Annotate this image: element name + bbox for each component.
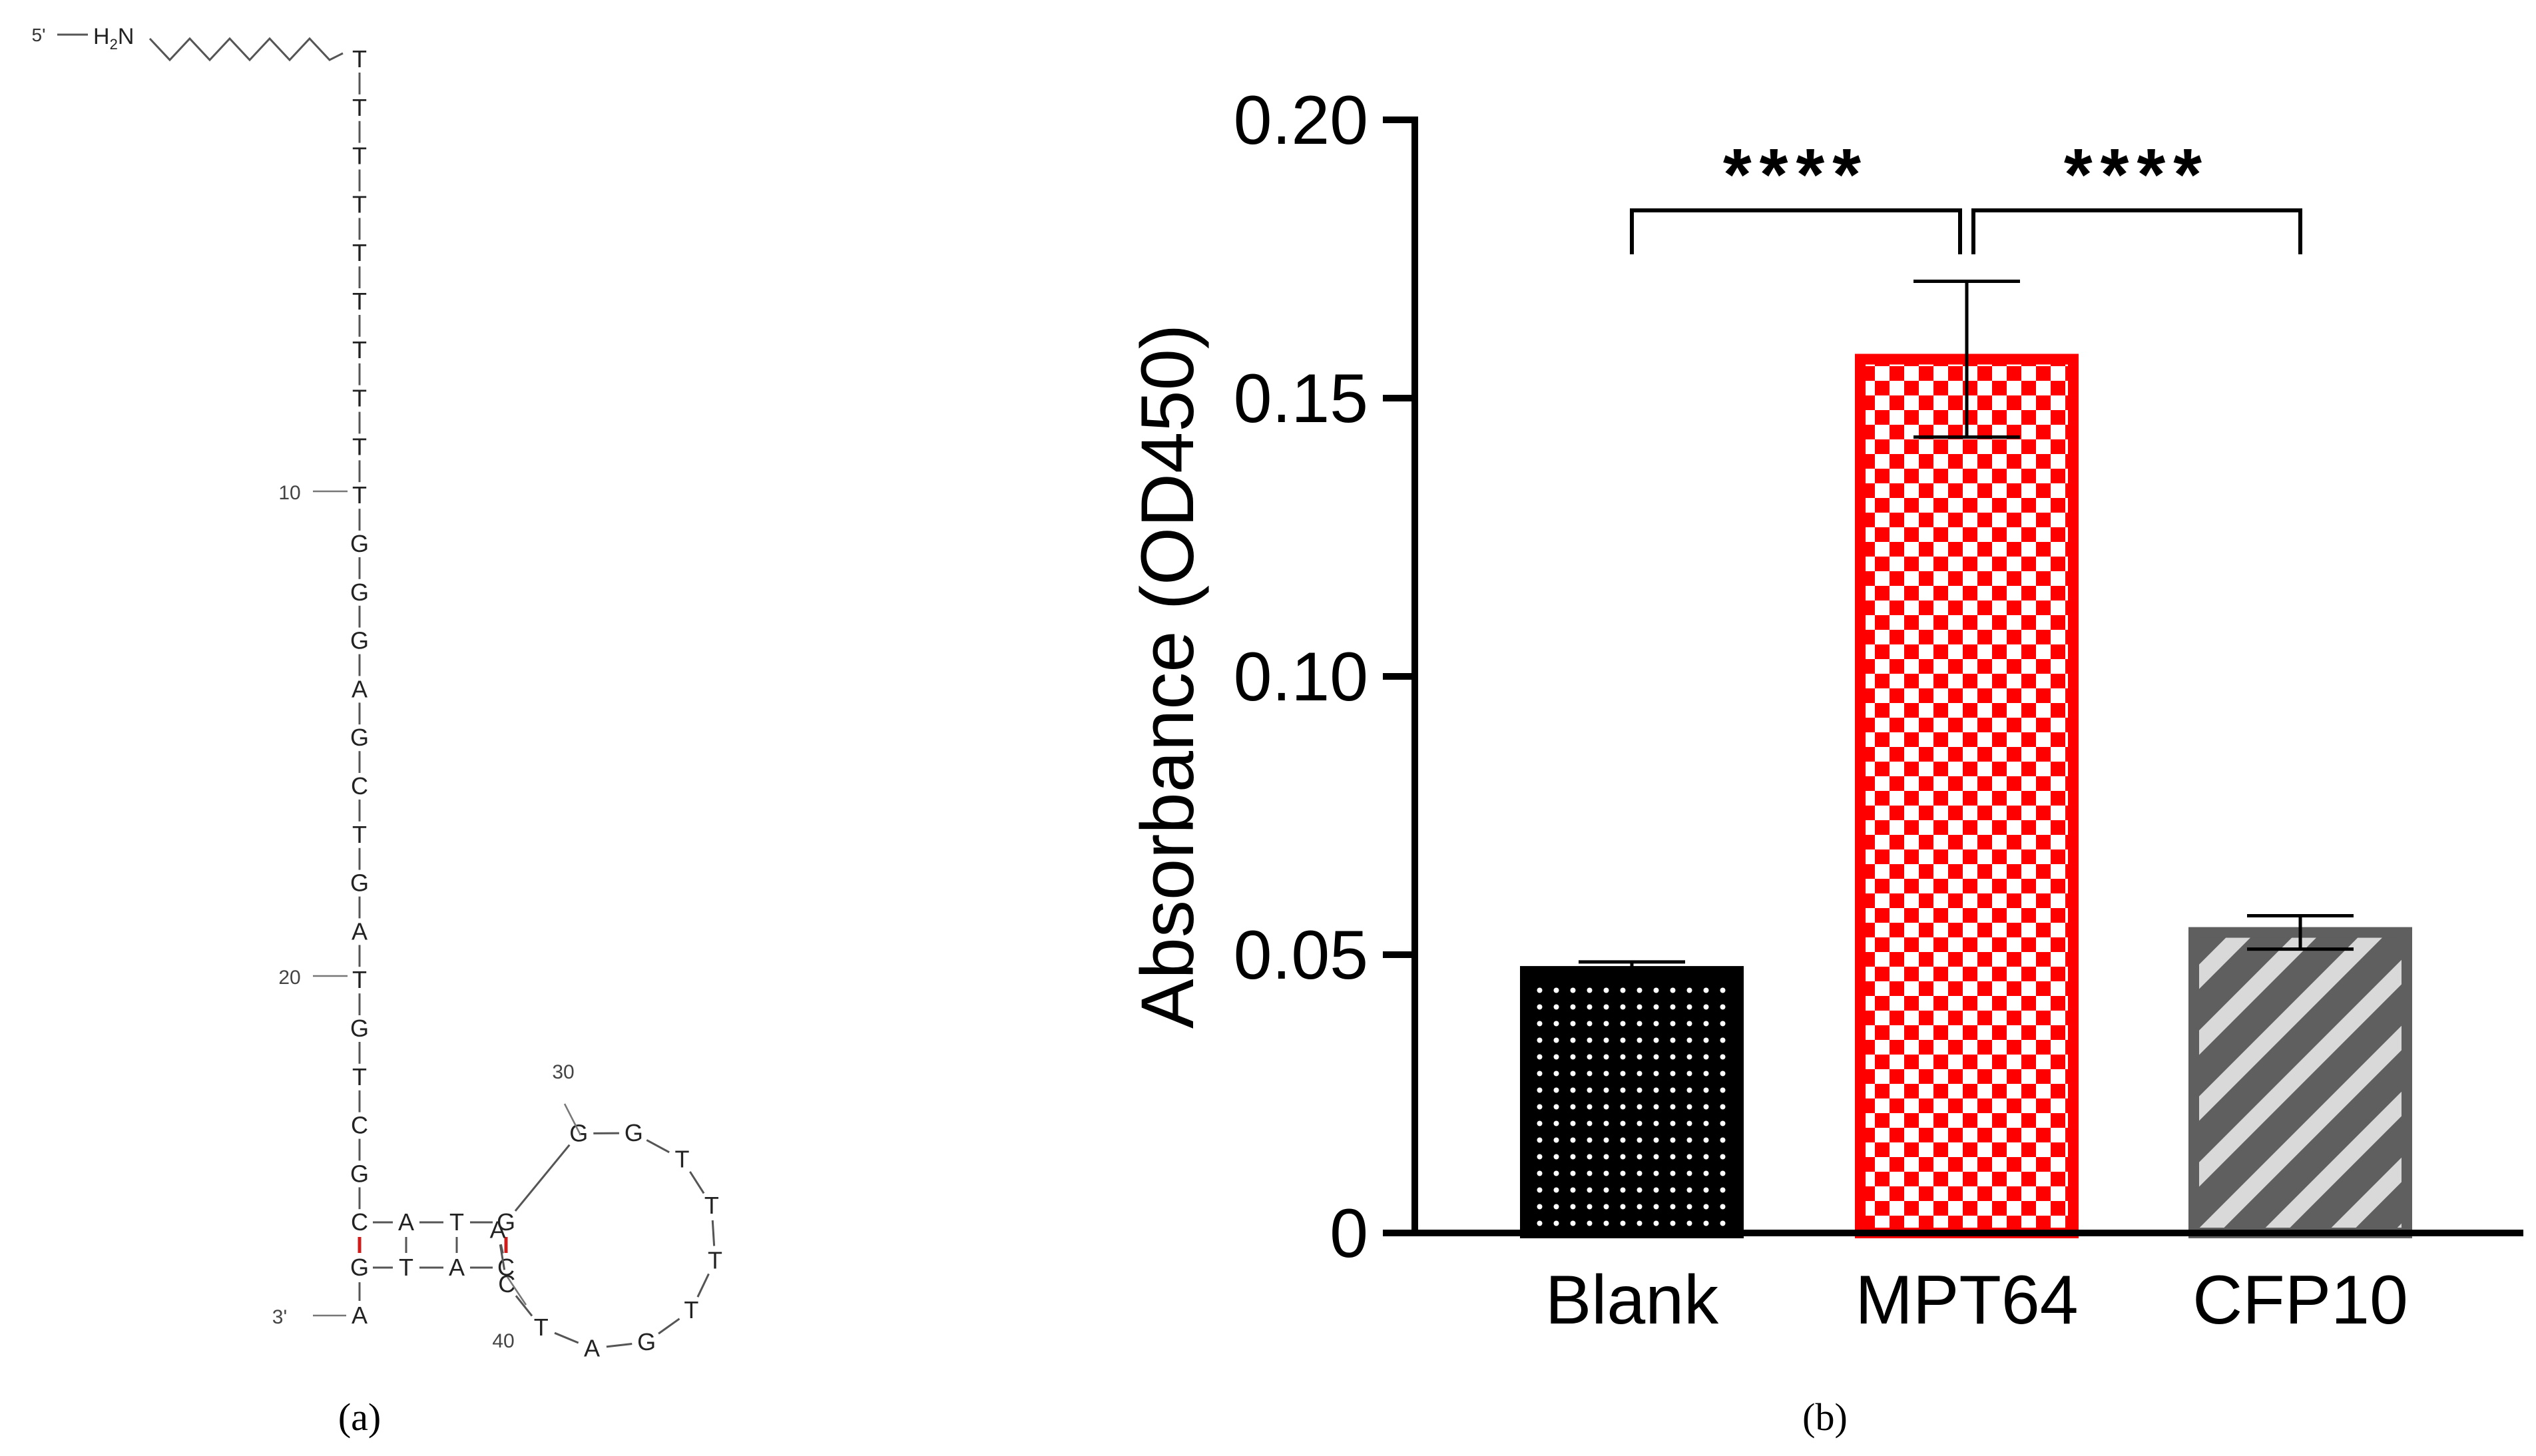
significance-bracket — [1630, 208, 1962, 254]
x-tick-label: CFP10 — [2192, 1262, 2408, 1339]
backbone-link — [606, 1343, 633, 1348]
base-letter: G — [625, 1119, 643, 1146]
base-letter: T — [449, 1208, 464, 1236]
backbone-link — [658, 1318, 680, 1335]
hexyl-linker — [148, 37, 344, 62]
base-letter: T — [352, 966, 367, 993]
y-axis-title: Absorbance (OD450) — [1126, 324, 1209, 1029]
base-letter: T — [352, 1063, 367, 1091]
base-letter: T — [352, 288, 367, 315]
base-letter: G — [350, 1160, 369, 1187]
base-letter: A — [398, 1208, 414, 1236]
significance-stars: **** — [1723, 134, 1869, 216]
base-letter: T — [352, 821, 367, 848]
backbone-link — [689, 1171, 705, 1194]
base-letter: T — [684, 1296, 698, 1324]
base-letter: A — [352, 1302, 368, 1329]
base-letter: A — [352, 675, 368, 702]
base-letter: T — [352, 45, 367, 73]
base-letter: G — [497, 1208, 515, 1236]
base-letter: G — [350, 530, 369, 557]
base-number-30: 30 — [552, 1061, 574, 1083]
significance-brackets: **** **** — [1630, 134, 2302, 254]
backbone-link — [499, 1244, 504, 1254]
base-letter: T — [352, 239, 367, 266]
bars — [1520, 354, 2412, 1239]
backbone-link — [515, 1295, 533, 1317]
base-letter: T — [352, 385, 367, 412]
base-number-20: 20 — [278, 967, 300, 989]
three-prime-label: 3' — [272, 1306, 287, 1328]
absorbance-bar-chart: 0 0.05 0.10 0.15 0.20 **** **** Blank MPT64 CFP… — [1126, 82, 2523, 1439]
backbone-link — [514, 1144, 571, 1212]
base-letter: T — [708, 1246, 722, 1274]
number-40-tick — [506, 1276, 527, 1306]
base-letter: G — [350, 627, 369, 654]
base-number-40: 40 — [492, 1330, 514, 1352]
backbone-link — [711, 1220, 716, 1246]
base-letter: T — [399, 1254, 413, 1281]
base-letter: G — [350, 579, 369, 606]
base-letter: G — [350, 724, 369, 751]
base-letter: A — [584, 1334, 600, 1361]
y-tick-label: 0.10 — [1234, 638, 1368, 716]
base-letter: A — [449, 1254, 465, 1281]
base-letter: T — [352, 190, 367, 218]
base-letter: G — [350, 1015, 369, 1042]
base-letter: C — [497, 1254, 515, 1281]
base-letter: T — [352, 433, 367, 460]
backbone-link — [554, 1332, 579, 1344]
x-tick-label: Blank — [1545, 1262, 1719, 1339]
number-30-tick — [563, 1103, 582, 1136]
base-letter: C — [351, 1112, 368, 1139]
panel-a-label: (a) — [338, 1395, 381, 1439]
base-letter: T — [534, 1314, 549, 1341]
base-letter: G — [350, 869, 369, 897]
five-prime-label: 5' — [32, 25, 46, 45]
base-letter: T — [352, 142, 367, 170]
base-letter: G — [350, 1254, 369, 1281]
base-letter: C — [351, 772, 368, 800]
base-number-10: 10 — [278, 482, 300, 504]
base-letter: C — [351, 1208, 368, 1236]
significance-bracket — [1971, 208, 2302, 254]
error-bars — [1579, 279, 2354, 983]
base-letter: A — [490, 1216, 506, 1244]
base-letter: T — [352, 481, 367, 509]
y-axis: 0 0.05 0.10 0.15 0.20 — [1234, 82, 1418, 1272]
backbone-link — [696, 1273, 710, 1298]
aptamer-loop: GGTTTTGATCA — [490, 1119, 722, 1361]
y-tick-label: 0 — [1330, 1195, 1368, 1272]
y-tick-label: 0.20 — [1234, 82, 1368, 159]
base-letter: T — [704, 1192, 719, 1219]
backbone-link — [646, 1139, 670, 1154]
base-letter: A — [352, 917, 368, 945]
bar-cfp10 — [2188, 927, 2412, 1239]
x-axis-labels: Blank MPT64 CFP10 — [1545, 1262, 2408, 1339]
base-letter: G — [637, 1328, 656, 1355]
base-letter: T — [675, 1145, 690, 1172]
amine-group: H2N — [93, 24, 134, 53]
bar-blank — [1520, 966, 1744, 1238]
bar-mpt64 — [1855, 354, 2079, 1238]
significance-stars: **** — [2064, 134, 2210, 216]
y-tick-label: 0.15 — [1234, 360, 1368, 437]
panel-b-label: (b) — [1802, 1395, 1848, 1439]
x-tick-label: MPT64 — [1855, 1262, 2078, 1339]
y-tick-label: 0.05 — [1234, 917, 1368, 994]
aptamer-duplex: A T GG T A CA — [350, 1208, 515, 1329]
base-letter: T — [352, 94, 367, 121]
base-letter: T — [352, 336, 367, 364]
